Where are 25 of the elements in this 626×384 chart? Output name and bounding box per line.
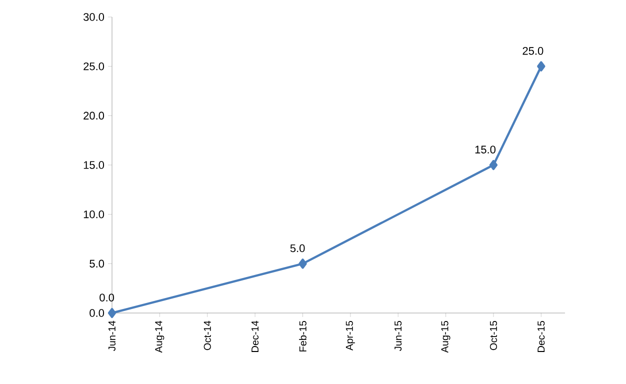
y-tick-label: 25.0: [84, 62, 104, 70]
data-label: 25.0: [522, 47, 544, 55]
y-tick-label: 0.0: [90, 309, 104, 317]
x-tick-label: Aug-14: [155, 320, 164, 353]
x-tick-label: Oct-14: [204, 320, 211, 350]
point: [537, 61, 546, 72]
x-tick-label: Oct-15: [490, 320, 498, 350]
x-tick-label: Dec-14: [252, 320, 259, 352]
point: [489, 160, 498, 170]
y-tick-label: 30.0: [84, 13, 104, 21]
y-tick-label: 15.0: [84, 161, 104, 169]
y-tick-label: 20.0: [84, 112, 104, 120]
y-tick-label: 5.0: [90, 260, 104, 268]
x-tick-label: Dec-15: [538, 320, 545, 352]
x-tick-label: Aug-15: [441, 320, 450, 353]
x-tick-label: Feb-15: [299, 320, 306, 352]
x-tick-label: Jun-14: [108, 320, 116, 351]
x-tick-label: Jun-15: [394, 320, 402, 351]
x-tick-label: Apr-15: [346, 320, 355, 351]
data-label: 0.0: [100, 294, 114, 302]
y-tick-label: 10.0: [84, 210, 104, 218]
point: [108, 308, 116, 318]
point: [298, 258, 307, 269]
data-label: 5.0: [290, 244, 305, 252]
data-label: 15.0: [475, 146, 496, 154]
